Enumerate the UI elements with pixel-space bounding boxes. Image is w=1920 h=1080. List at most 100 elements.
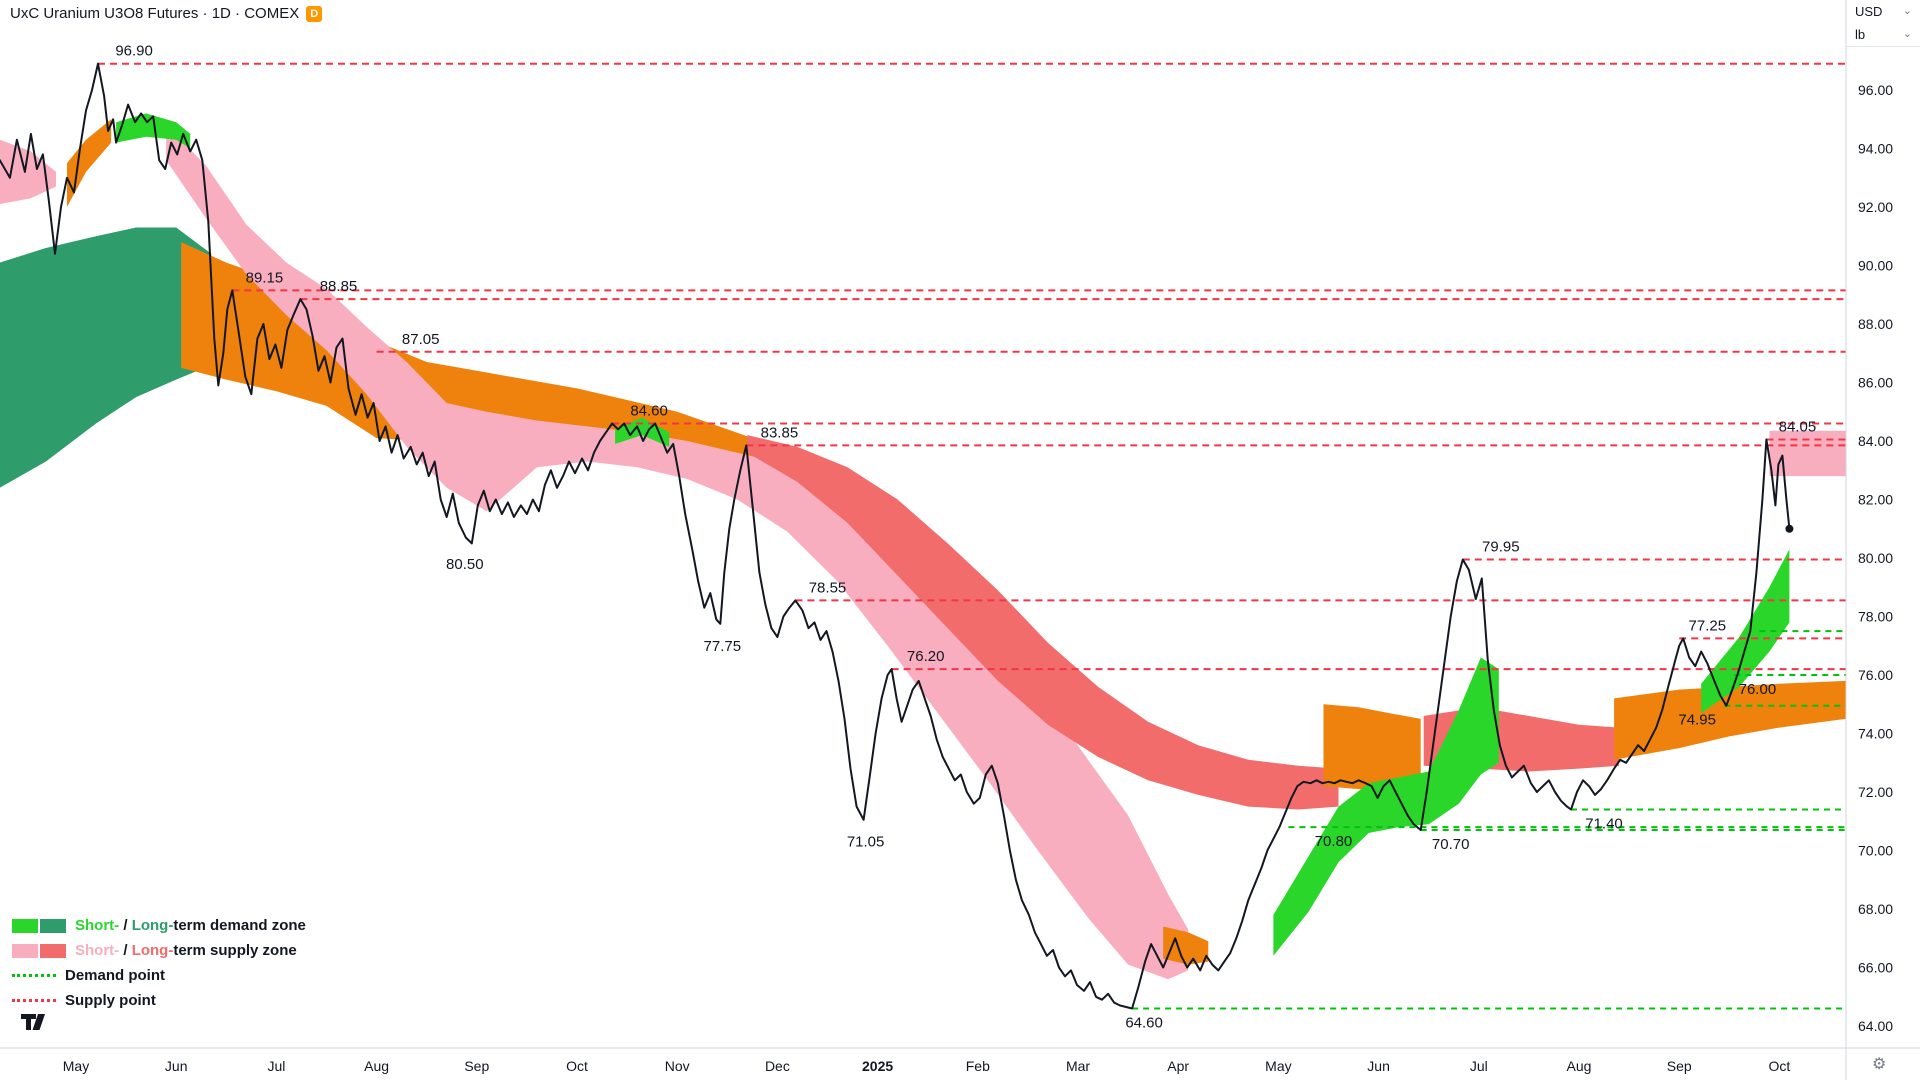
time-axis-label: Oct [566, 1058, 588, 1074]
currency-selector[interactable]: USD ⌄ [1847, 0, 1920, 23]
supply-point-price-label: 84.05 [1779, 419, 1817, 436]
supply-point-line-sample [12, 999, 56, 1002]
time-axis-label: May [1265, 1058, 1291, 1074]
price-axis-label: 94.00 [1858, 141, 1893, 157]
long-term-demand-swatch [40, 918, 66, 933]
time-axis-label: Mar [1066, 1058, 1090, 1074]
time-axis[interactable] [0, 1048, 1920, 1080]
zone-overlap-main [181, 242, 813, 477]
price-line [0, 62, 1791, 1010]
legend-row-demand-point: Demand point [12, 963, 306, 988]
zone-short-term-supply-main [166, 125, 1189, 980]
legend-row-demand-zone: Short- / Long-term demand zone [12, 913, 306, 938]
time-axis-label: 2025 [862, 1058, 893, 1074]
time-axis-label: Nov [665, 1058, 690, 1074]
demand-point-price-label: 76.00 [1739, 681, 1777, 698]
demand-point-label: Demand point [65, 967, 165, 984]
supply-point-price-label: 79.95 [1482, 539, 1520, 556]
time-axis-label: Sep [464, 1058, 489, 1074]
price-axis-label: 74.00 [1858, 726, 1893, 742]
legend-row-supply-point: Supply point [12, 988, 306, 1013]
unit-label: lb [1855, 27, 1866, 42]
supply-zone-swatches [12, 943, 66, 958]
supply-point-price-label: 89.15 [246, 269, 284, 286]
demand-point-price-label: 74.95 [1678, 712, 1716, 729]
time-axis-label: Jul [1470, 1058, 1488, 1074]
time-axis-label: Jun [165, 1058, 188, 1074]
price-axis-label: 70.00 [1858, 843, 1893, 859]
chart-header: UxC Uranium U3O8 Futures · 1D · COMEX D [10, 5, 323, 22]
supply-point-price-label: 83.85 [761, 424, 799, 441]
chevron-down-icon: ⌄ [1902, 5, 1912, 17]
time-axis-label: Feb [966, 1058, 990, 1074]
time-axis-label: Oct [1769, 1058, 1791, 1074]
supply-zone-long-label: Long- [131, 942, 174, 959]
price-axis-label: 78.00 [1858, 609, 1893, 625]
short-term-supply-swatch [12, 943, 38, 958]
price-axis-label: 80.00 [1858, 550, 1893, 566]
zone-long-term-demand [0, 227, 212, 488]
demand-zone-label: Short- / Long-term demand zone [75, 917, 306, 934]
time-axis-label: Jul [267, 1058, 285, 1074]
demand-point-price-label: 64.60 [1125, 1015, 1163, 1032]
swing-price-label: 77.75 [704, 638, 742, 655]
time-axis-label: Jun [1367, 1058, 1390, 1074]
zone-short-term-demand-right [1701, 549, 1790, 713]
price-axis-label: 92.00 [1858, 199, 1893, 215]
supply-point-price-label: 88.85 [320, 278, 358, 295]
demand-zone-short-label: Short- [75, 917, 120, 934]
indicator-legend: Short- / Long-term demand zone Short- / … [12, 913, 306, 1013]
supply-point-price-label: 78.55 [809, 579, 847, 596]
zone-overlap-low-sliver [1163, 926, 1209, 965]
supply-zone-label: Short- / Long-term supply zone [75, 942, 297, 959]
price-axis-label: 68.00 [1858, 901, 1893, 917]
symbol-title[interactable]: UxC Uranium U3O8 Futures · 1D · COMEX [10, 5, 300, 22]
supply-point-price-label: 87.05 [402, 331, 440, 348]
demand-zone-separator: / [119, 917, 132, 934]
price-axis-label: 82.00 [1858, 492, 1893, 508]
tradingview-logo[interactable] [20, 1012, 54, 1037]
demand-point-price-label: 71.40 [1585, 816, 1623, 833]
supply-point-price-label: 96.90 [115, 43, 153, 60]
price-axis-label: 76.00 [1858, 667, 1893, 683]
price-scale-settings: USD ⌄ lb ⌄ [1847, 0, 1920, 47]
supply-zone-suffix: term supply zone [173, 942, 297, 959]
currency-label: USD [1855, 4, 1883, 19]
zone-short-term-supply-topright [1769, 430, 1846, 477]
chevron-down-icon: ⌄ [1902, 28, 1912, 40]
zone-long-term-supply-main [747, 435, 1339, 810]
price-axis-label: 66.00 [1858, 960, 1893, 976]
supply-zone-separator: / [119, 942, 132, 959]
long-term-supply-swatch [40, 943, 66, 958]
demand-point-price-label: 70.70 [1432, 836, 1470, 853]
price-axis-label: 84.00 [1858, 433, 1893, 449]
demand-zone-swatches [12, 918, 66, 933]
price-axis-label: 88.00 [1858, 316, 1893, 332]
supply-point-price-label: 84.60 [630, 403, 668, 420]
legend-row-supply-zone: Short- / Long-term supply zone [12, 938, 306, 963]
time-axis-label: Dec [765, 1058, 790, 1074]
settings-gear-icon[interactable]: ⚙ [1872, 1056, 1887, 1073]
zone-short-term-demand-recovery [1273, 657, 1499, 956]
supply-point-price-label: 76.20 [907, 648, 945, 665]
demand-zone-long-label: Long- [131, 917, 174, 934]
unit-selector[interactable]: lb ⌄ [1847, 23, 1920, 46]
price-axis-label: 96.00 [1858, 82, 1893, 98]
price-axis[interactable] [1846, 0, 1920, 1048]
supply-zone-short-label: Short- [75, 942, 120, 959]
swing-price-label: 71.05 [847, 834, 885, 851]
time-axis-label: Apr [1167, 1058, 1189, 1074]
time-axis-label: Sep [1667, 1058, 1692, 1074]
demand-zone-suffix: term demand zone [173, 917, 306, 934]
supply-point-label: Supply point [65, 992, 156, 1009]
swing-price-label: 80.50 [446, 556, 484, 573]
price-axis-label: 64.00 [1858, 1018, 1893, 1034]
zone-overlap-right [1614, 680, 1846, 760]
zone-overlap-peak-runup [67, 119, 112, 207]
price-axis-label: 72.00 [1858, 784, 1893, 800]
time-axis-label: Aug [1567, 1058, 1592, 1074]
delayed-data-badge: D [306, 5, 323, 22]
demand-point-price-label: 70.80 [1315, 833, 1353, 850]
